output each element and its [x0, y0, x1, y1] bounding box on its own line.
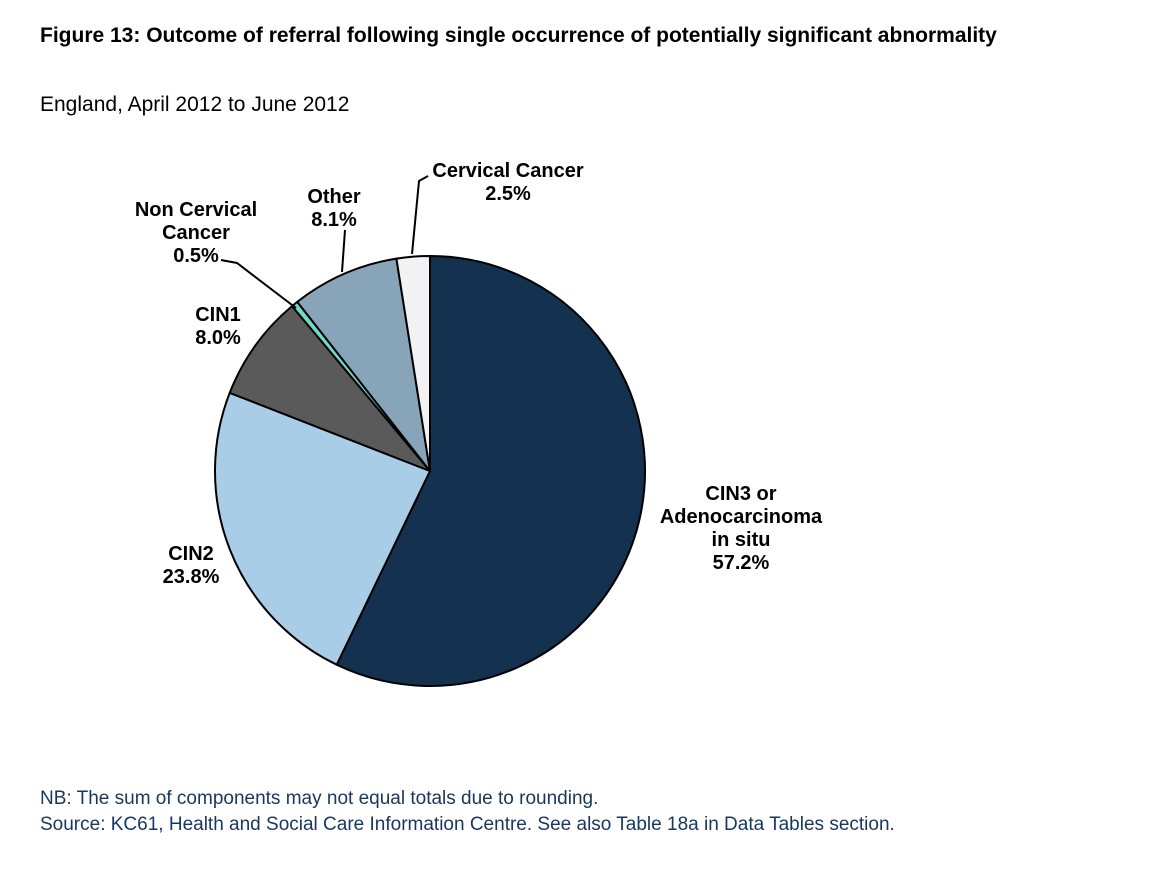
slice-label-line: in situ: [711, 529, 771, 551]
figure-title: Figure 13: Outcome of referral following…: [40, 24, 997, 47]
leader-line-cervical-cancer: [411, 175, 429, 255]
slice-label-line: 0.5%: [173, 245, 219, 267]
footer-source: Source: KC61, Health and Social Care Inf…: [40, 814, 895, 835]
slice-label-line: Adenocarcinoma: [659, 506, 823, 528]
slice-label-non-cervical-cancer: Non Cervical Cancer 0.5%: [135, 199, 257, 268]
slice-label-line: 2.5%: [485, 183, 531, 205]
slice-label-line: CIN3 or: [705, 483, 777, 505]
leader-line-non-cervical-cancer: [220, 259, 297, 309]
footer-note: NB: The sum of components may not equal …: [40, 788, 599, 809]
slice-label-cin2: CIN2 23.8%: [163, 543, 220, 589]
pie-slice-cin1: [228, 305, 431, 472]
leader-line-other: [341, 229, 346, 273]
slice-label-cin1: CIN1 8.0%: [195, 304, 241, 350]
slice-label-line: Non Cervical: [134, 199, 258, 221]
slice-label-line: 8.0%: [195, 327, 241, 349]
pie-slice-other: [296, 257, 431, 472]
pie-slice-cin3-or-adenocarcinoma-in-situ: [335, 255, 646, 687]
pie-slice-cin2: [214, 391, 431, 666]
figure-subtitle: England, April 2012 to June 2012: [40, 93, 350, 116]
slice-label-line: Cancer: [162, 222, 230, 244]
slice-label-line: 23.8%: [162, 566, 220, 588]
slice-label-line: CIN2: [168, 543, 214, 565]
slice-label-line: Other: [307, 186, 361, 208]
slice-label-line: 57.2%: [712, 552, 770, 574]
slice-label-other: Other 8.1%: [307, 186, 360, 232]
pie-slices: [214, 255, 646, 687]
slice-label-line: CIN1: [195, 304, 241, 326]
figure-footer: NB: The sum of components may not equal …: [40, 786, 1120, 838]
slice-label-line: Cervical Cancer: [432, 160, 584, 182]
pie-slice-cervical-cancer: [395, 255, 431, 472]
slice-label-cervical-cancer: Cervical Cancer 2.5%: [432, 160, 583, 206]
slice-label-line: 8.1%: [311, 209, 357, 231]
slice-label-cin3-adenocarcinoma: CIN3 or Adenocarcinoma in situ 57.2%: [660, 483, 822, 575]
